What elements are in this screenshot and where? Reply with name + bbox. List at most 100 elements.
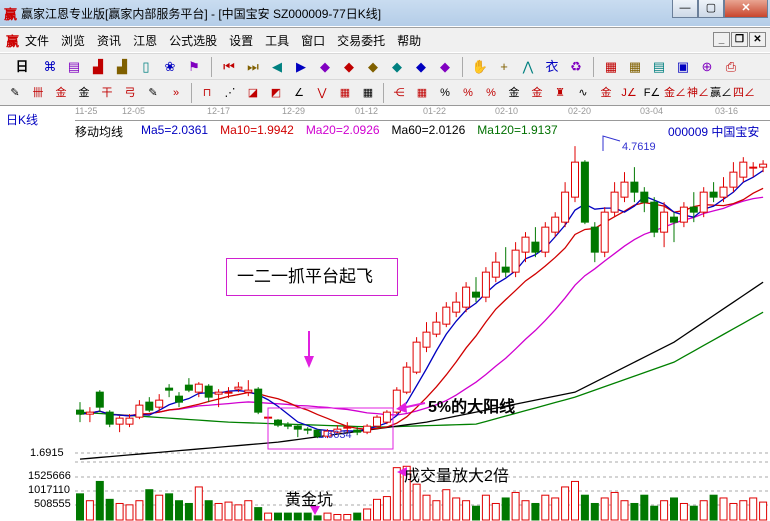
menu-info[interactable]: 资讯	[97, 33, 122, 48]
menu-browse[interactable]: 浏览	[61, 33, 86, 48]
draw-tool-icon[interactable]: ◪	[247, 86, 259, 99]
mdi-minimize-button[interactable]: _	[713, 32, 730, 47]
menu-settings[interactable]: 设置	[229, 33, 254, 48]
draw-tool-icon[interactable]: ⋲	[393, 86, 405, 99]
ma120-line	[79, 311, 764, 428]
draw-tool-icon[interactable]: ✎	[10, 86, 20, 99]
gann-right-icon[interactable]: ◆	[344, 58, 354, 74]
maximize-button[interactable]: ▢	[698, 0, 724, 18]
candle-down	[353, 429, 362, 433]
date-tick: 01-12	[355, 106, 379, 116]
crosshair-icon[interactable]: +	[500, 58, 508, 74]
date-tick: 12-17	[207, 106, 231, 116]
draw-tool-icon[interactable]: %	[486, 86, 496, 99]
gann-left-icon[interactable]: ◆	[320, 58, 330, 74]
volume-bar	[363, 508, 372, 521]
draw-tool-icon[interactable]: J∠	[621, 86, 637, 99]
hand-icon[interactable]: ✋	[471, 58, 489, 74]
candle-down	[293, 425, 302, 430]
network-icon[interactable]: ⊕	[701, 58, 713, 74]
recycle-icon[interactable]: ♻	[570, 58, 582, 74]
vol-axis-2: 1017110	[28, 484, 71, 496]
volume-bar	[719, 497, 728, 521]
menu-gann[interactable]: 江恩	[133, 33, 158, 48]
candle-icon[interactable]: ▯	[142, 58, 150, 74]
mdi-close-button[interactable]: ✕	[749, 32, 766, 47]
draw-tool-icon[interactable]: %	[440, 86, 450, 99]
draw-tool-icon[interactable]: ▦	[362, 86, 374, 99]
menu-formula[interactable]: 公式选股	[169, 33, 218, 48]
menu-trade[interactable]: 交易委托	[337, 33, 386, 48]
mdi-restore-button[interactable]: ❐	[731, 32, 748, 47]
gann-both-icon[interactable]: ◆	[368, 58, 378, 74]
right-icon[interactable]: ▶	[296, 58, 306, 74]
draw-tool-icon[interactable]: »	[172, 86, 180, 99]
draw-tool-icon[interactable]: 四∠	[733, 86, 755, 99]
draw-tool-icon[interactable]: 赢∠	[710, 86, 732, 99]
candle-up	[333, 428, 342, 433]
candle-up	[244, 389, 253, 393]
draw-tool-icon[interactable]: 金	[508, 86, 520, 99]
draw-tool-icon[interactable]: 弓	[124, 86, 136, 99]
candle-up	[323, 430, 332, 437]
menu-tools[interactable]: 工具	[265, 33, 290, 48]
menu-help[interactable]: 帮助	[397, 33, 422, 48]
draw-tool-icon[interactable]: ⋁	[317, 86, 327, 99]
draw-tool-icon[interactable]: %	[463, 86, 473, 99]
clothes-icon[interactable]: 衣	[545, 58, 559, 74]
period-dropdown[interactable]: 日	[15, 58, 29, 74]
first-icon[interactable]: ⏮	[223, 58, 235, 74]
volume-bar	[135, 500, 144, 521]
draw-tool-icon[interactable]: ♜	[555, 86, 565, 99]
kline-chart[interactable]: 日K线 11-25 12-05 12-17 12-29 01-12 01-22 02-10 0…	[0, 105, 770, 521]
candle-up	[392, 389, 401, 413]
draw-tool-icon[interactable]: 金	[600, 86, 612, 99]
draw-tool-icon[interactable]: ∠	[294, 86, 304, 99]
draw-tool-icon[interactable]: 神∠	[687, 86, 709, 99]
draw-tool-icon[interactable]: 卌	[32, 86, 44, 99]
draw-tool-icon[interactable]: 干	[101, 86, 113, 99]
draw-tool-icon[interactable]: ▦	[339, 86, 351, 99]
price-plot[interactable]	[0, 106, 770, 521]
vol-axis-3: 508555	[34, 498, 71, 510]
draw-tool-icon[interactable]: 金	[78, 86, 90, 99]
calendar-icon[interactable]: ▦	[604, 58, 618, 74]
flag-icon[interactable]: ⚑	[188, 58, 200, 74]
kline-icon[interactable]: ⌘	[43, 58, 57, 74]
minimize-button[interactable]: —	[672, 0, 698, 18]
draw-tool-icon[interactable]: ✎	[148, 86, 158, 99]
draw-tool-icon[interactable]: ∿	[578, 86, 588, 99]
close-button[interactable]: ✕	[724, 0, 768, 18]
draw-tool-icon[interactable]: ⋰	[224, 86, 236, 99]
draw-tool-icon[interactable]: 金	[55, 86, 67, 99]
candle-down	[145, 401, 154, 411]
menu-logo-icon[interactable]: 赢	[6, 33, 20, 49]
gann-star-icon[interactable]: ◆	[440, 58, 450, 74]
notes-icon[interactable]: ▤	[652, 58, 666, 74]
stats-icon[interactable]: ❀	[164, 58, 176, 74]
draw-tool-icon[interactable]: ⊓	[202, 86, 212, 99]
draw-tool-icon[interactable]: ◩	[270, 86, 282, 99]
draw-tool-icon[interactable]: F∠	[643, 86, 661, 99]
draw-tool-icon[interactable]: 金∠	[664, 86, 686, 99]
menu-window[interactable]: 窗口	[301, 33, 326, 48]
bars9-icon[interactable]: ▟	[117, 58, 127, 74]
title-bar: 赢 赢家江恩专业版[赢家内部服务平台] - [中国宝安 SZ000009-77日…	[0, 0, 770, 26]
date-tick: 03-16	[715, 106, 739, 116]
print-icon[interactable]: ⎙	[725, 58, 737, 74]
draw-tool-icon[interactable]: ▦	[416, 86, 428, 99]
left-icon[interactable]: ◀	[272, 58, 282, 74]
save-icon[interactable]: ▣	[676, 58, 690, 74]
draw-tool-icon[interactable]: 金	[531, 86, 543, 99]
last-icon[interactable]: ⏭	[247, 58, 259, 74]
gann-x-icon[interactable]: ◆	[416, 58, 426, 74]
list-icon[interactable]: ▤	[67, 58, 81, 74]
bars3-icon[interactable]: ▟	[93, 58, 103, 74]
menu-file[interactable]: 文件	[25, 33, 50, 48]
line-icon[interactable]: ⋀	[522, 58, 534, 74]
ma-legend: 移动均线 Ma5=2.0361 Ma10=1.9942 Ma20=2.0926 …	[75, 123, 558, 140]
volume-bar	[343, 513, 352, 521]
candle-down	[283, 424, 292, 427]
gann-cross-icon[interactable]: ◆	[392, 58, 402, 74]
calculator-icon[interactable]: ▦	[628, 58, 642, 74]
